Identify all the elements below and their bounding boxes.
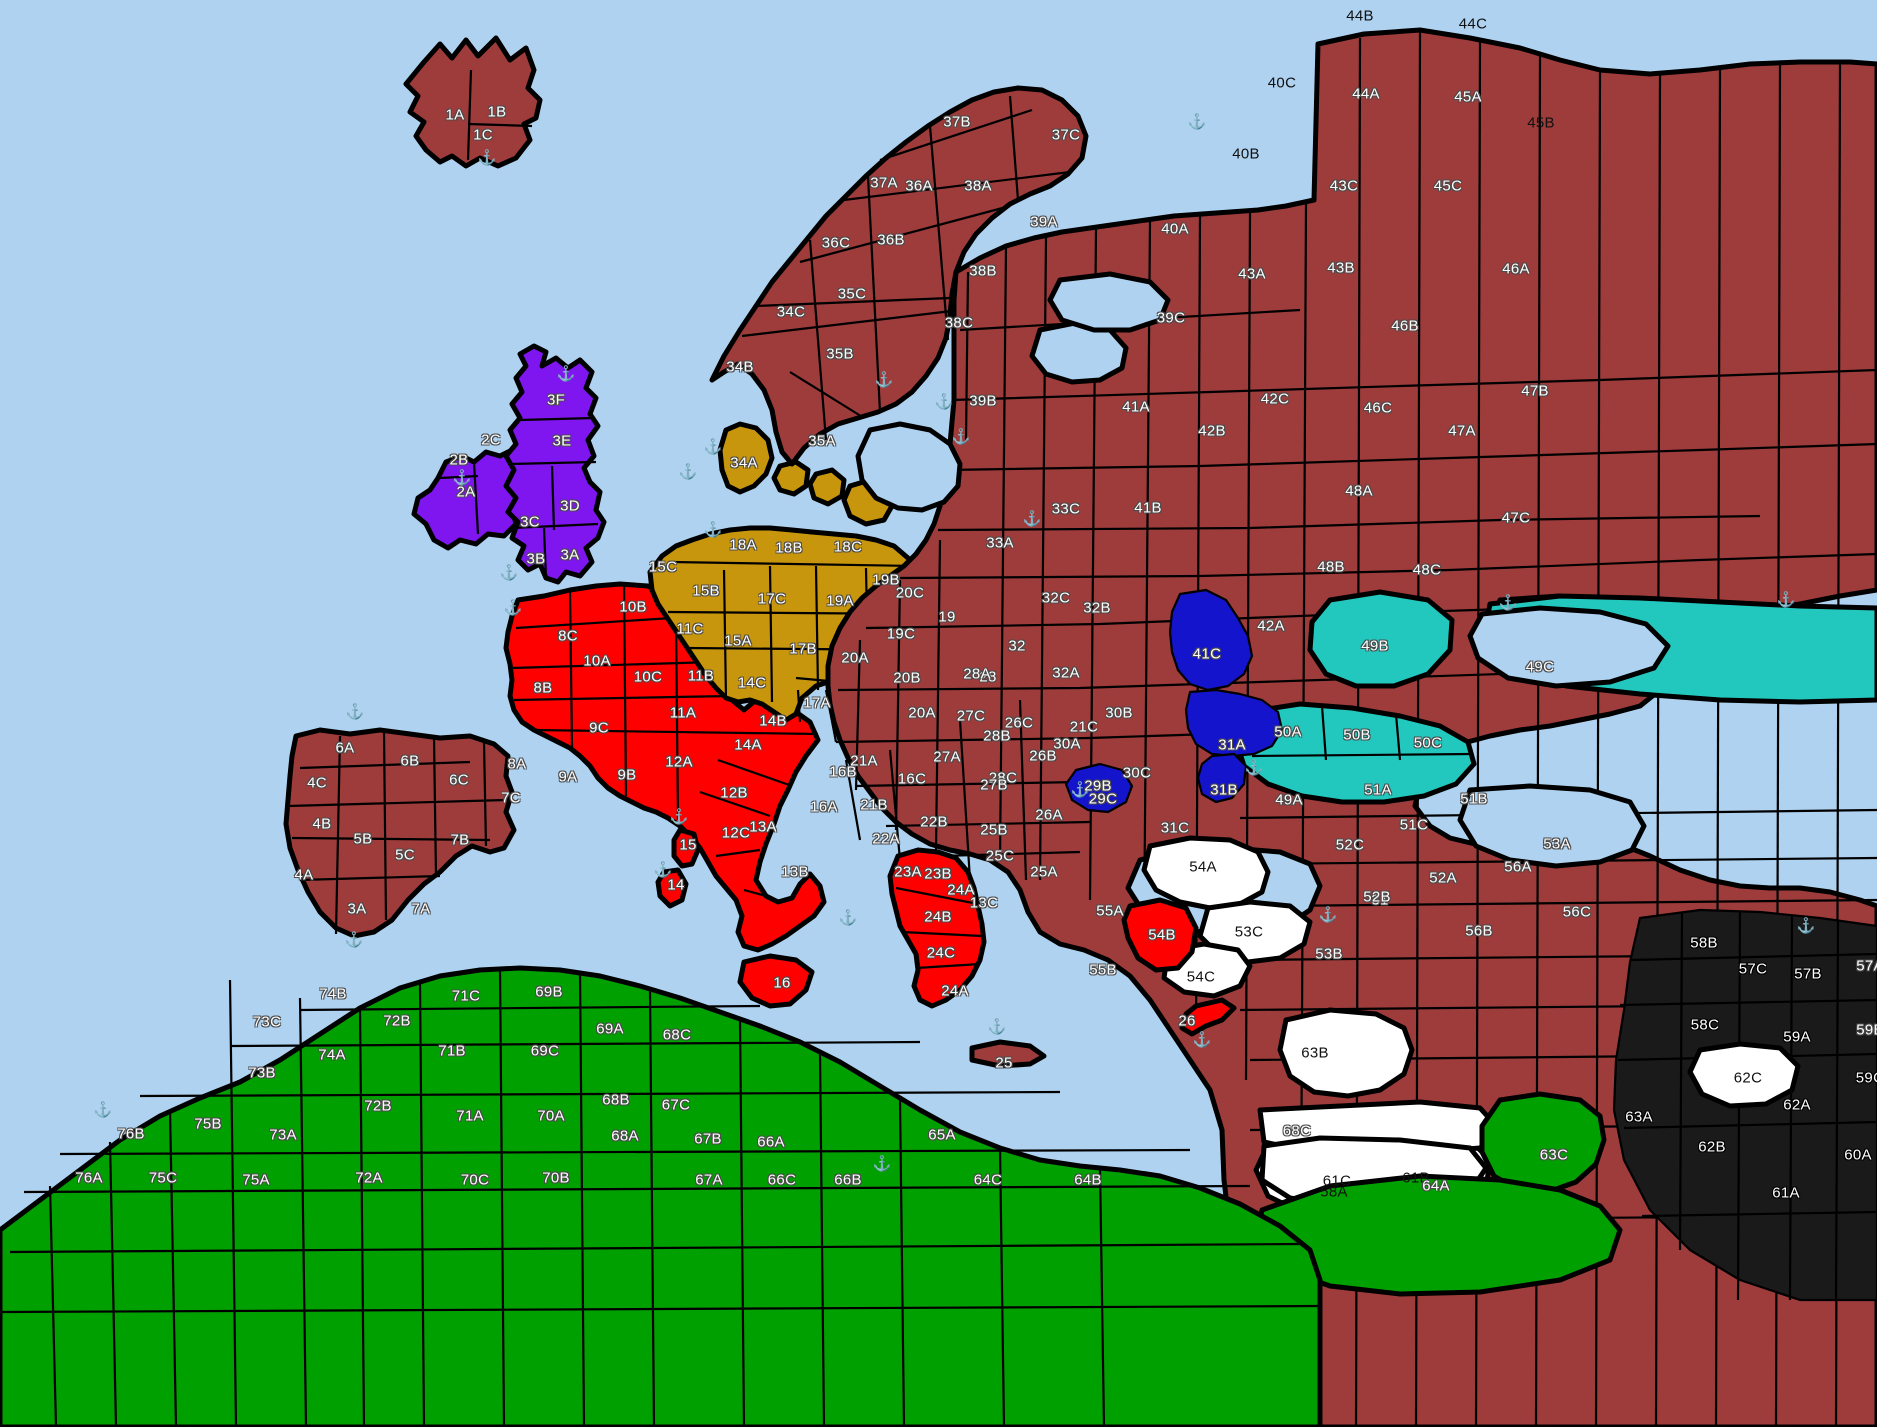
landmass-greece [887,847,1237,1069]
landmass-caucasus-teal [1233,589,1877,805]
landmass-british-isles [411,343,607,585]
landmass-iceland [403,35,543,169]
landmass-blue-provinces [1064,588,1284,814]
landmass-iberia [283,727,517,939]
landmass-anatolia-highlights [1121,835,1313,999]
landmass-scandinavia [709,85,1089,467]
landmass-balkans-detail [824,689,1028,881]
landmass-middle-east-black [1253,908,1877,1302]
landmass-north-africa [0,965,1323,1427]
